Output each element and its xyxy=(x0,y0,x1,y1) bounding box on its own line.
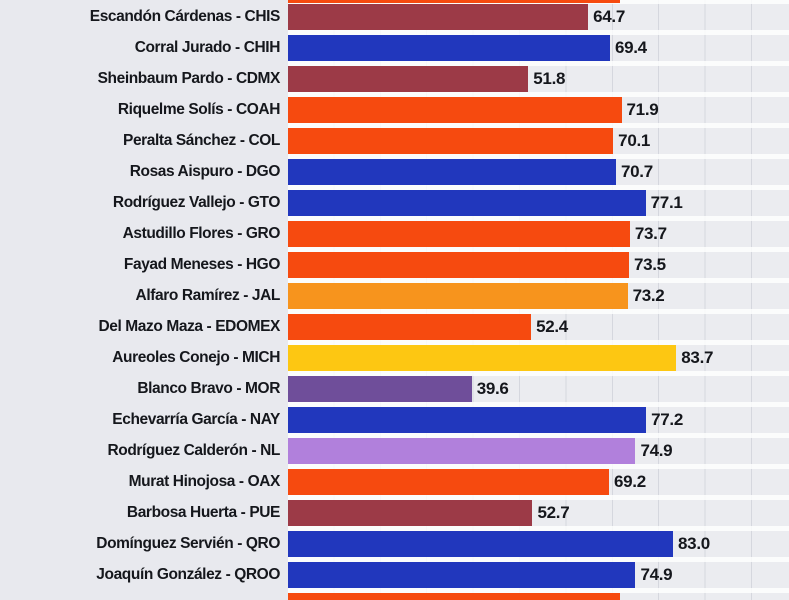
bar xyxy=(288,407,647,433)
bar-track: 73.2 xyxy=(288,283,789,309)
row-label: Del Mazo Maza - EDOMEX xyxy=(98,318,280,335)
row-label: Rodríguez Vallejo - GTO xyxy=(112,194,280,211)
row-label: Blanco Bravo - MOR xyxy=(137,380,280,397)
partial-bar-top xyxy=(288,0,620,3)
bar-value-label: 52.4 xyxy=(536,317,568,336)
bar xyxy=(288,562,636,588)
bar-value-label: 73.2 xyxy=(632,286,665,305)
bar-value-label: 74.9 xyxy=(640,565,673,584)
bar-track: 74.9 xyxy=(288,438,789,464)
chart-row-14: Echevarría García - NAY 77.2 xyxy=(0,405,789,436)
chart-row-1: Escandón Cárdenas - CHIS 64.7 xyxy=(0,2,789,33)
bar xyxy=(288,190,646,216)
bar-track: 51.8 xyxy=(288,66,789,92)
bar xyxy=(288,469,609,495)
bar-track: 70.1 xyxy=(288,128,789,154)
chart-row-6: Rosas Aispuro - DGO 70.7 xyxy=(0,157,789,188)
bar xyxy=(288,221,630,247)
bar-value-label: 77.2 xyxy=(651,410,683,429)
bar-track: 77.1 xyxy=(288,190,789,216)
row-label: Rosas Aispuro - DGO xyxy=(129,163,281,180)
chart-row-2: Corral Jurado - CHIH 69.4 xyxy=(0,33,789,64)
bar-track: 52.4 xyxy=(288,314,789,340)
bar-value-label: 73.7 xyxy=(634,224,667,243)
row-label: Alfaro Ramírez - JAL xyxy=(135,287,281,304)
bar-value-label: 51.8 xyxy=(533,69,566,88)
chart-row-10: Alfaro Ramírez - JAL 73.2 xyxy=(0,281,789,312)
bar-value-label: 71.9 xyxy=(626,100,659,119)
chart-row-7: Rodríguez Vallejo - GTO 77.1 xyxy=(0,188,789,219)
chart-row-19: Joaquín González - QROO 74.9 xyxy=(0,560,789,591)
bar xyxy=(288,159,616,185)
bar-track: 52.7 xyxy=(288,500,789,526)
bar-value-label: 77.1 xyxy=(650,193,683,212)
row-label: Escandón Cárdenas - CHIS xyxy=(89,8,281,25)
row-label: Rodríguez Calderón - NL xyxy=(107,442,281,459)
chart-row-8: Astudillo Flores - GRO 73.7 xyxy=(0,219,789,250)
row-label: Fayad Meneses - HGO xyxy=(123,256,280,273)
bar xyxy=(288,531,674,557)
bar xyxy=(288,35,610,61)
chart-row-9: Fayad Meneses - HGO 73.5 xyxy=(0,250,789,281)
chart-row-3: Sheinbaum Pardo - CDMX 51.8 xyxy=(0,64,789,95)
bar xyxy=(288,66,529,92)
bar xyxy=(288,283,628,309)
bar-value-label: 74.9 xyxy=(640,441,673,460)
bar-value-label: 70.7 xyxy=(620,162,653,181)
bar-value-label: 73.5 xyxy=(633,255,666,274)
row-label: Astudillo Flores - GRO xyxy=(122,225,281,242)
chart-row-4: Riquelme Solís - COAH 71.9 xyxy=(0,95,789,126)
bar-track: 69.2 xyxy=(288,469,789,495)
bar-value-label: 39.6 xyxy=(476,379,509,398)
partial-bar-bottom xyxy=(288,593,620,600)
bar xyxy=(288,252,629,278)
bar-track: 74.9 xyxy=(288,562,789,588)
bar xyxy=(288,4,589,30)
chart-row-18: Domínguez Servién - QRO 83.0 xyxy=(0,529,789,560)
chart-row-11: Del Mazo Maza - EDOMEX 52.4 xyxy=(0,312,789,343)
bar-track: 71.9 xyxy=(288,97,789,123)
chart-row-5: Peralta Sánchez - COL 70.1 xyxy=(0,126,789,157)
row-label: Peralta Sánchez - COL xyxy=(123,132,280,149)
row-label: Sheinbaum Pardo - CDMX xyxy=(97,70,281,87)
bar-track: 77.2 xyxy=(288,407,789,433)
chart-row-13: Blanco Bravo - MOR 39.6 xyxy=(0,374,789,405)
bar xyxy=(288,97,622,123)
row-label: Joaquín González - QROO xyxy=(96,566,280,583)
bar-value-label: 64.7 xyxy=(593,7,626,26)
bar xyxy=(288,128,614,154)
chart-row-17: Barbosa Huerta - PUE 52.7 xyxy=(0,498,789,529)
bar-value-label: 83.0 xyxy=(678,534,710,553)
bar-value-label: 52.7 xyxy=(537,503,570,522)
bar xyxy=(288,345,677,371)
bar-track: 83.7 xyxy=(288,345,789,371)
chart-row-15: Rodríguez Calderón - NL 74.9 xyxy=(0,436,789,467)
row-label: Barbosa Huerta - PUE xyxy=(126,504,280,521)
row-label: Corral Jurado - CHIH xyxy=(134,39,281,56)
row-label: Murat Hinojosa - OAX xyxy=(128,473,281,490)
bar-track: 83.0 xyxy=(288,531,789,557)
bar xyxy=(288,438,636,464)
bar-track: 73.5 xyxy=(288,252,789,278)
bar-track: 73.7 xyxy=(288,221,789,247)
bar-track: 69.4 xyxy=(288,35,789,61)
bar-track: 64.7 xyxy=(288,4,789,30)
bar-track: 70.7 xyxy=(288,159,789,185)
row-label: Echevarría García - NAY xyxy=(112,411,280,428)
bar-value-label: 83.7 xyxy=(681,348,714,367)
bar-value-label: 69.2 xyxy=(614,472,646,491)
bar-track: 39.6 xyxy=(288,376,789,402)
bar-value-label: 70.1 xyxy=(618,131,651,150)
row-label: Domínguez Servién - QRO xyxy=(96,535,280,552)
bar xyxy=(288,314,532,340)
bar-value-label: 69.4 xyxy=(614,38,647,57)
row-label: Aureoles Conejo - MICH xyxy=(112,349,280,366)
bar xyxy=(288,376,472,402)
chart-row-12: Aureoles Conejo - MICH 83.7 xyxy=(0,343,789,374)
row-label: Riquelme Solís - COAH xyxy=(117,101,281,118)
bar xyxy=(288,500,533,526)
chart-row-16: Murat Hinojosa - OAX 69.2 xyxy=(0,467,789,498)
